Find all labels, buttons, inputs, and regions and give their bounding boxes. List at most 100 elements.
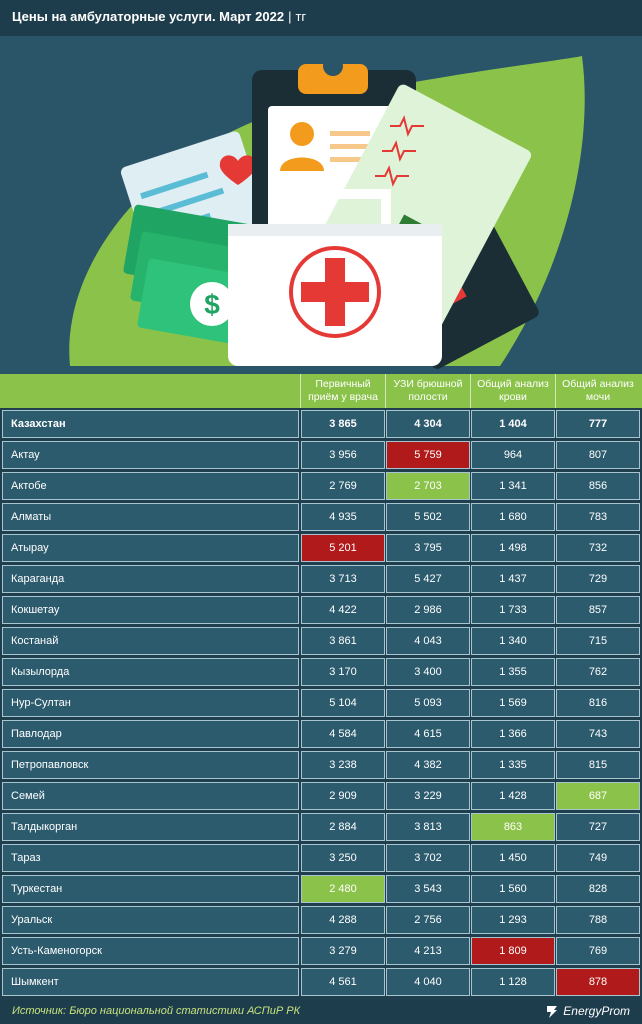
value-cell: 3 956 [301, 441, 385, 469]
value-cell: 749 [556, 844, 640, 872]
value-cell: 856 [556, 472, 640, 500]
region-name: Нур-Султан [2, 689, 299, 717]
value-cell: 1 437 [471, 565, 555, 593]
value-cell: 4 422 [301, 596, 385, 624]
table-row: Петропавловск 3 238 4 382 1 335 815 [0, 750, 642, 781]
hero-illustration: $ [0, 36, 642, 374]
value-cell: 816 [556, 689, 640, 717]
value-cell: 4 561 [301, 968, 385, 996]
value-cell: 1 680 [471, 503, 555, 531]
column-header-first-visit: Первичный приём у врача [308, 378, 378, 403]
value-cell: 964 [471, 441, 555, 469]
title-bar: Цены на амбулаторные услуги. Март 2022 | т… [0, 0, 642, 36]
header-divider [470, 374, 471, 408]
region-name: Актобе [2, 472, 299, 500]
energyprom-logo-icon [547, 1006, 558, 1018]
value-cell: 1 450 [471, 844, 555, 872]
value-cell: 1 428 [471, 782, 555, 810]
value-cell: 1 340 [471, 627, 555, 655]
value-cell: 3 861 [301, 627, 385, 655]
title-unit: тг [295, 9, 307, 24]
value-cell: 4 935 [301, 503, 385, 531]
value-cell: 1 128 [471, 968, 555, 996]
value-cell: 4 304 [386, 410, 470, 438]
table-row: Костанай 3 861 4 043 1 340 715 [0, 626, 642, 657]
value-cell: 729 [556, 565, 640, 593]
region-name: Уральск [2, 906, 299, 934]
source-note: Источник: Бюро национальной статистики А… [12, 1005, 301, 1017]
value-cell: 3 250 [301, 844, 385, 872]
region-name: Костанай [2, 627, 299, 655]
region-name: Туркестан [2, 875, 299, 903]
table-row: Шымкент 4 561 4 040 1 128 878 [0, 967, 642, 998]
energyprom-logo: EnergyProm [545, 1004, 630, 1018]
first-aid-kit-icon [228, 189, 442, 366]
table-row: Алматы 4 935 5 502 1 680 783 [0, 502, 642, 533]
table-row: Усть-Каменогорск 3 279 4 213 1 809 769 [0, 936, 642, 967]
footer: Источник: Бюро национальной статистики А… [0, 1000, 642, 1024]
region-name: Алматы [2, 503, 299, 531]
chart-title: Цены на амбулаторные услуги. Март 2022 | т… [12, 9, 306, 24]
value-cell: 743 [556, 720, 640, 748]
value-cell: 3 713 [301, 565, 385, 593]
value-cell: 3 795 [386, 534, 470, 562]
value-cell: 4 615 [386, 720, 470, 748]
value-cell: 5 093 [386, 689, 470, 717]
table-row: Павлодар 4 584 4 615 1 366 743 [0, 719, 642, 750]
value-cell: 815 [556, 751, 640, 779]
table-row: Семей 2 909 3 229 1 428 687 [0, 781, 642, 812]
value-cell: 2 769 [301, 472, 385, 500]
value-cell: 5 104 [301, 689, 385, 717]
value-cell: 4 043 [386, 627, 470, 655]
value-cell: 1 355 [471, 658, 555, 686]
value-cell: 5 502 [386, 503, 470, 531]
value-cell: 2 884 [301, 813, 385, 841]
column-header-blood-test: Общий анализ крови [477, 378, 549, 403]
value-cell: 2 756 [386, 906, 470, 934]
value-cell-highest: 5 759 [386, 441, 470, 469]
header-divider [300, 374, 301, 408]
value-cell: 788 [556, 906, 640, 934]
value-cell: 3 170 [301, 658, 385, 686]
table-row: Нур-Султан 5 104 5 093 1 569 816 [0, 688, 642, 719]
table-row: Талдыкорган 2 884 3 813 863 727 [0, 812, 642, 843]
column-header-ultrasound: УЗИ брюшной полости [393, 378, 463, 403]
table-row: Караганда 3 713 5 427 1 437 729 [0, 564, 642, 595]
medical-illustration: $ [69, 56, 585, 369]
value-cell: 1 560 [471, 875, 555, 903]
header-divider [555, 374, 556, 408]
region-name: Актау [2, 441, 299, 469]
value-cell: 1 366 [471, 720, 555, 748]
table-row: Уральск 4 288 2 756 1 293 788 [0, 905, 642, 936]
value-cell: 762 [556, 658, 640, 686]
value-cell: 3 238 [301, 751, 385, 779]
value-cell: 3 229 [386, 782, 470, 810]
table-row: Кызылорда 3 170 3 400 1 355 762 [0, 657, 642, 688]
region-name: Семей [2, 782, 299, 810]
value-cell: 2 986 [386, 596, 470, 624]
region-name: Шымкент [2, 968, 299, 996]
value-cell: 1 404 [471, 410, 555, 438]
value-cell-highest: 1 809 [471, 937, 555, 965]
value-cell-highest: 878 [556, 968, 640, 996]
region-name: Казахстан [2, 410, 299, 438]
title-main: Цены на амбулаторные услуги. Март 2022 [12, 9, 285, 24]
value-cell: 769 [556, 937, 640, 965]
value-cell: 1 335 [471, 751, 555, 779]
price-table: Казахстан 3 865 4 304 1 404 777 Актау 3 956 5 7… [0, 409, 642, 998]
value-cell: 715 [556, 627, 640, 655]
value-cell: 1 341 [471, 472, 555, 500]
value-cell: 3 543 [386, 875, 470, 903]
region-name: Кызылорда [2, 658, 299, 686]
value-cell: 1 293 [471, 906, 555, 934]
region-name: Караганда [2, 565, 299, 593]
value-cell: 5 427 [386, 565, 470, 593]
value-cell: 732 [556, 534, 640, 562]
value-cell: 1 569 [471, 689, 555, 717]
value-cell: 3 865 [301, 410, 385, 438]
table-header: Первичный приём у врача УЗИ брюшной поло… [0, 374, 642, 408]
region-name: Усть-Каменогорск [2, 937, 299, 965]
value-cell: 3 400 [386, 658, 470, 686]
value-cell: 1 498 [471, 534, 555, 562]
region-name: Тараз [2, 844, 299, 872]
